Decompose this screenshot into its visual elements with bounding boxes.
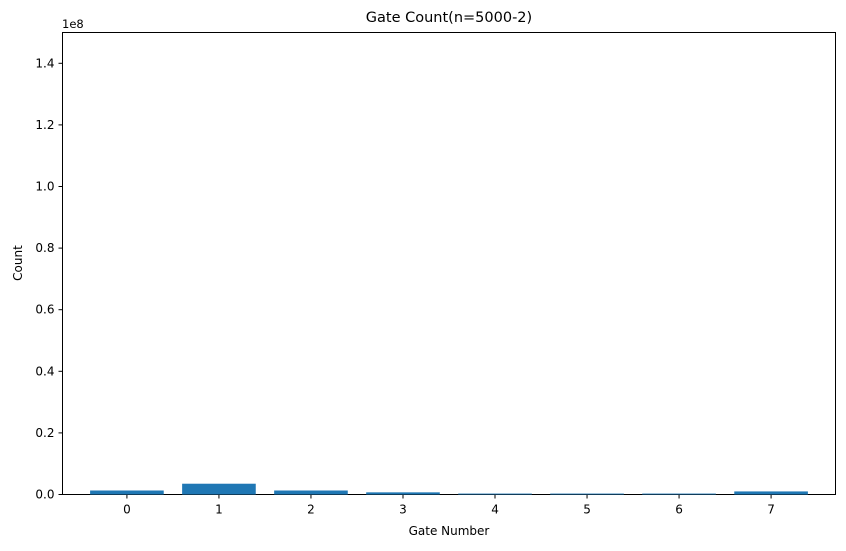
x-tick-label: 6	[675, 503, 683, 517]
bar-6	[642, 493, 716, 495]
y-tick-label: 0.8	[35, 241, 54, 255]
x-tick-label: 1	[215, 503, 223, 517]
y-axis-label: Count	[11, 245, 25, 281]
y-tick-label: 1.4	[35, 56, 54, 70]
bar-0	[90, 490, 164, 495]
x-tick-label: 0	[123, 503, 131, 517]
y-tick-label: 1.0	[35, 180, 54, 194]
x-axis-ticks: 0 1 2 3 4 5 6 7	[123, 494, 775, 517]
y-tick-label: 0.4	[35, 364, 54, 378]
y-tick-label: 0.2	[35, 426, 54, 440]
bars-layer	[90, 483, 808, 495]
x-tick-label: 3	[399, 503, 407, 517]
bar-1	[182, 483, 256, 495]
y-axis-ticks: 0.0 0.2 0.4 0.6 0.8 1.0 1.2 1.4	[35, 56, 63, 502]
x-tick-label: 2	[307, 503, 315, 517]
y-tick-label: 1.2	[35, 118, 54, 132]
y-tick-label: 0.0	[35, 488, 54, 502]
y-axis-scale-label: 1e8	[62, 17, 84, 31]
x-tick-label: 7	[767, 503, 775, 517]
plot-area-frame	[62, 32, 836, 495]
x-tick-label: 5	[583, 503, 591, 517]
bar-2	[274, 490, 348, 495]
x-axis-label: Gate Number	[409, 524, 490, 538]
bar-5	[550, 493, 624, 495]
chart-title: Gate Count(n=5000-2)	[366, 10, 532, 26]
x-tick-label: 4	[491, 503, 499, 517]
bar-7	[734, 491, 808, 495]
bar-3	[366, 492, 440, 495]
bar-4	[458, 493, 532, 495]
y-tick-label: 0.6	[35, 303, 54, 317]
